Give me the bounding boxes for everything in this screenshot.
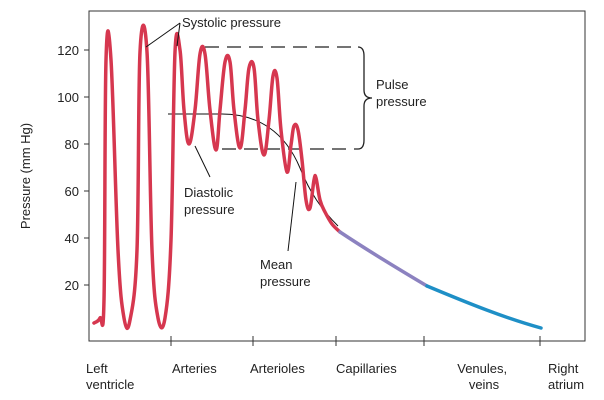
y-axis xyxy=(84,49,89,286)
x-axis xyxy=(170,336,541,346)
category-venules-veins: Venules, veins xyxy=(457,361,511,392)
pulse-pressure-label: Pulse pressure xyxy=(376,77,427,109)
systolic-leader xyxy=(176,22,181,47)
systolic-leader xyxy=(145,22,181,48)
diastolic-pressure-label: Diastolic pressure xyxy=(184,185,237,217)
venous-pressure-curve xyxy=(425,284,543,330)
y-axis-label: Pressure (mm Hg) xyxy=(18,123,33,229)
y-tick-label: 120 xyxy=(57,43,79,58)
diastolic-leader xyxy=(194,145,211,178)
category-capillaries: Capillaries xyxy=(336,361,397,376)
mean-leader xyxy=(287,181,297,252)
leader-lines xyxy=(145,22,297,252)
y-tick-label: 100 xyxy=(57,90,79,105)
y-tick-label: 80 xyxy=(65,137,79,152)
systolic-pressure-label: Systolic pressure xyxy=(182,15,281,30)
y-tick-labels: 120 100 80 60 40 20 xyxy=(57,43,79,293)
category-left-ventricle: Left ventricle xyxy=(86,361,134,392)
plot-frame xyxy=(88,10,586,342)
category-right-atrium: Right atrium xyxy=(548,361,584,392)
category-arterioles: Arterioles xyxy=(250,361,305,376)
arterial-pressure-curve xyxy=(92,23,342,331)
category-arteries: Arteries xyxy=(172,361,217,376)
capillary-pressure-curve xyxy=(338,230,429,288)
category-labels: Left ventricle Arteries Arterioles Capil… xyxy=(86,361,584,392)
y-tick-label: 60 xyxy=(65,184,79,199)
pulse-pressure-brace xyxy=(357,46,373,150)
mean-pressure-label: Mean pressure xyxy=(260,257,311,289)
y-tick-label: 40 xyxy=(65,231,79,246)
y-tick-label: 20 xyxy=(65,278,79,293)
